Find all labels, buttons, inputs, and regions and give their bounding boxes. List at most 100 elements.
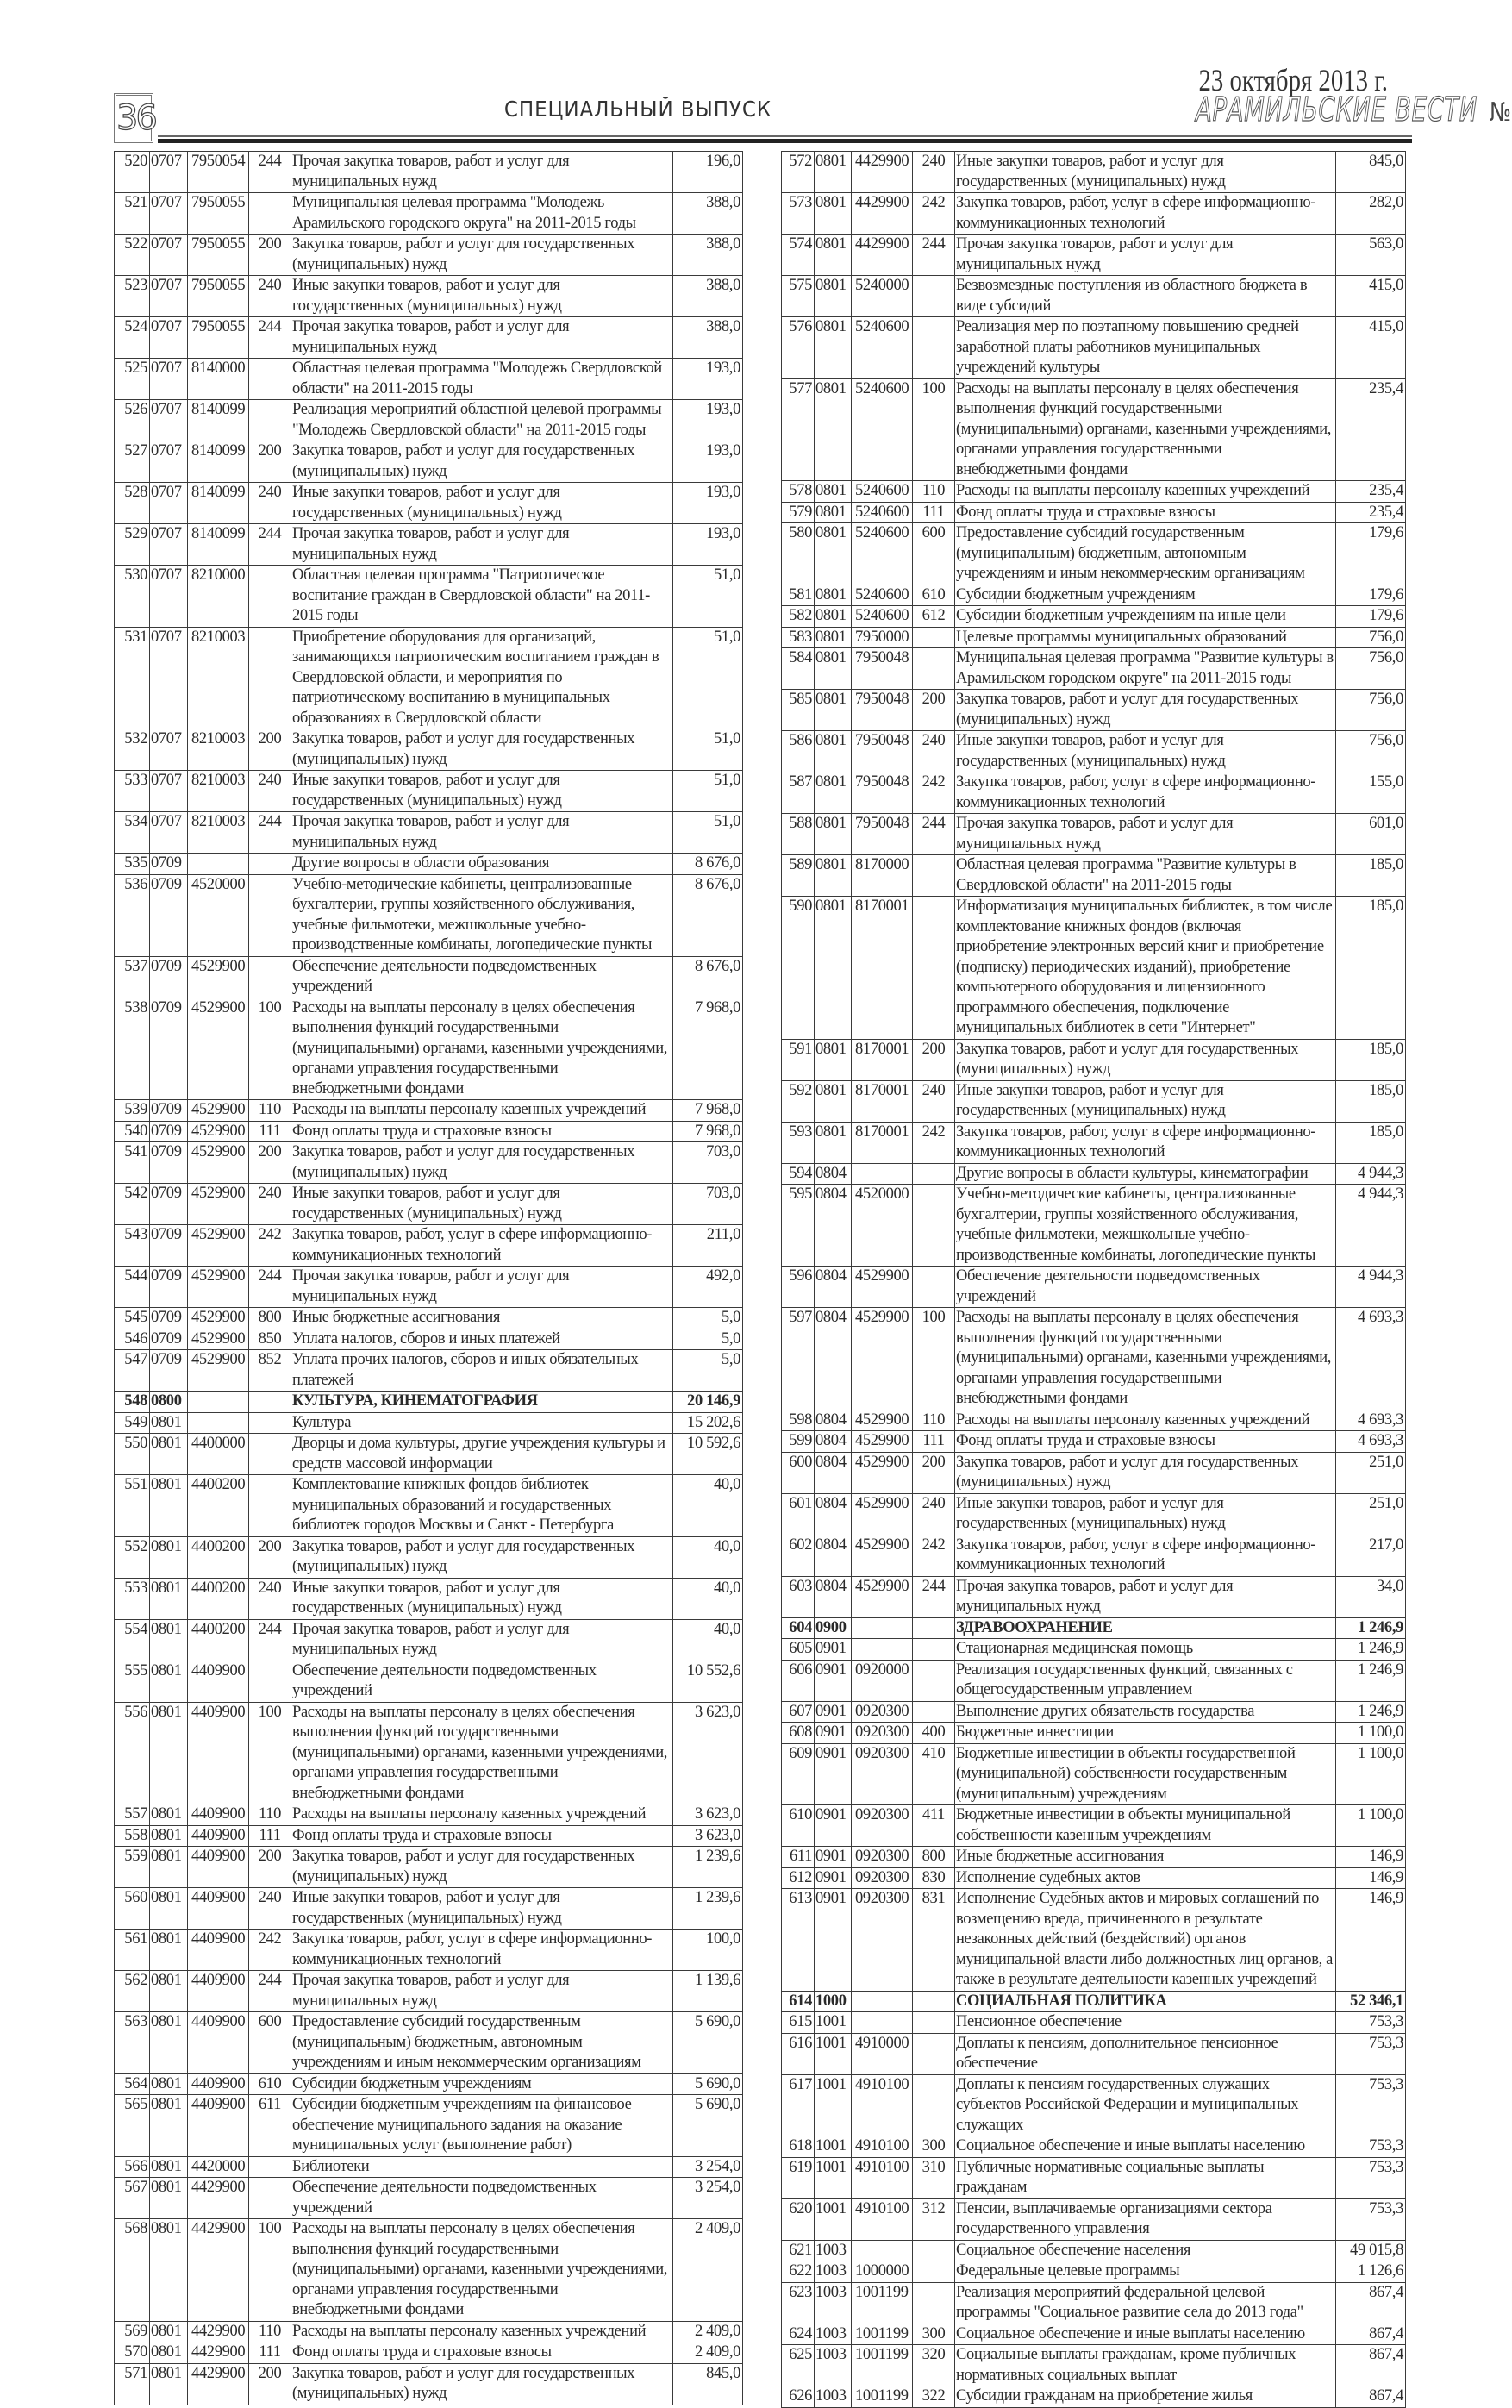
expense-type-code xyxy=(912,1990,955,2012)
target-article-code: 0920300 xyxy=(851,1722,913,1744)
section-code: 0901 xyxy=(814,1700,852,1723)
row-description: Обеспечение деятельности подведомственны… xyxy=(291,2177,673,2219)
row-number: 523 xyxy=(114,275,150,317)
row-number: 531 xyxy=(114,626,150,729)
table-row: 559 0801 4409900 200 Закупка товаров, работ … xyxy=(114,1846,743,1888)
expense-type-code: 850 xyxy=(248,1328,291,1350)
table-row: 526 0707 8140099 Реализация мероприятий обл… xyxy=(114,399,743,441)
row-number: 605 xyxy=(781,1638,815,1661)
row-amount: 4 693,3 xyxy=(1335,1430,1406,1453)
section-code: 0801 xyxy=(149,2342,188,2364)
expense-type-code: 111 xyxy=(248,1120,291,1142)
expense-type-code: 244 xyxy=(912,234,955,276)
table-row: 530 0707 8210000 Областная целевая программ… xyxy=(114,565,743,628)
target-article-code: 4409900 xyxy=(187,1846,249,1888)
section-code: 0709 xyxy=(149,1183,188,1225)
row-number: 537 xyxy=(114,955,150,998)
table-row: 620 1001 4910100 312 Пенсии, выплачиваемые о… xyxy=(781,2198,1406,2241)
row-amount: 1 100,0 xyxy=(1335,1804,1406,1847)
expense-type-code: 244 xyxy=(248,151,291,193)
row-number: 601 xyxy=(781,1492,815,1535)
target-article-code: 4529900 xyxy=(851,1266,913,1308)
row-number: 584 xyxy=(781,647,815,690)
expense-type-code: 200 xyxy=(248,1141,291,1184)
expense-type-code: 100 xyxy=(248,2218,291,2322)
row-description: Фонд оплаты труда и страховые взносы xyxy=(291,1120,673,1142)
target-article-code: 4400200 xyxy=(187,1535,249,1579)
section-code: 0901 xyxy=(814,1846,852,1868)
expense-type-code: 240 xyxy=(912,1492,955,1535)
row-description: Прочая закупка товаров, работ и услуг дл… xyxy=(291,1618,673,1661)
table-row: 600 0804 4529900 200 Закупка товаров, работ … xyxy=(781,1451,1406,1494)
target-article-code: 0920300 xyxy=(851,1867,913,1889)
target-article-code xyxy=(851,1638,913,1661)
expense-type-code: 242 xyxy=(912,1121,955,1164)
row-number: 554 xyxy=(114,1618,150,1661)
expense-type-code: 312 xyxy=(912,2198,955,2241)
target-article-code: 5240600 xyxy=(851,480,913,503)
table-row: 570 0801 4429900 111 Фонд оплаты труда и стр… xyxy=(114,2342,743,2364)
target-article-code: 4520000 xyxy=(187,873,249,957)
expense-type-code: 240 xyxy=(912,151,955,193)
table-row: 562 0801 4409900 244 Прочая закупка товаров,… xyxy=(114,1970,743,2012)
row-number: 560 xyxy=(114,1887,150,1930)
expense-type-code: 240 xyxy=(248,275,291,317)
row-amount: 703,0 xyxy=(672,1141,743,1184)
row-amount: 867,4 xyxy=(1335,2323,1406,2345)
table-row: 528 0707 8140099 240 Иные закупки товаров, р… xyxy=(114,482,743,524)
row-description: Фонд оплаты труда и страховые взносы xyxy=(954,501,1336,523)
row-description: Субсидии бюджетным учреждениям на финанс… xyxy=(291,2094,673,2157)
row-number: 556 xyxy=(114,1701,150,1804)
row-amount: 7 968,0 xyxy=(672,1120,743,1142)
expense-type-code xyxy=(912,1700,955,1723)
row-amount: 867,4 xyxy=(1335,2281,1406,2324)
row-description: Закупка товаров, работ, услуг в сфере ин… xyxy=(291,1929,673,1971)
row-amount: 3 623,0 xyxy=(672,1804,743,1826)
table-row: 544 0709 4529900 244 Прочая закупка товаров,… xyxy=(114,1266,743,1308)
table-row: 545 0709 4529900 800 Иные бюджетные ассигнов… xyxy=(114,1307,743,1329)
expense-type-code: 242 xyxy=(248,1224,291,1267)
row-number: 520 xyxy=(114,151,150,193)
target-article-code: 1001199 xyxy=(851,2281,913,2324)
section-code: 0707 xyxy=(149,729,188,771)
row-description: Субсидии гражданам на приобретение жилья xyxy=(954,2386,1336,2408)
section-code: 0901 xyxy=(814,1888,852,1992)
row-number: 598 xyxy=(781,1409,815,1431)
row-number: 572 xyxy=(781,151,815,193)
target-article-code: 4429900 xyxy=(187,2320,249,2342)
row-number: 610 xyxy=(781,1804,815,1847)
section-code: 0801 xyxy=(814,647,852,690)
table-row: 614 1000 СОЦИАЛЬНАЯ ПОЛИТИКА 52 346,1 xyxy=(781,1990,1406,2012)
row-description: Комплектование книжных фондов библиотек … xyxy=(291,1474,673,1537)
target-article-code: 4429900 xyxy=(187,2342,249,2364)
row-description: Закупка товаров, работ и услуг для госуд… xyxy=(291,1141,673,1184)
target-article-code: 4529900 xyxy=(187,955,249,998)
target-article-code: 4529900 xyxy=(187,1141,249,1184)
target-article-code xyxy=(851,2239,913,2261)
target-article-code: 7950048 xyxy=(851,689,913,731)
section-code: 0804 xyxy=(814,1266,852,1308)
row-number: 625 xyxy=(781,2344,815,2386)
row-description: Расходы на выплаты персоналу в целях обе… xyxy=(291,2218,673,2322)
section-code: 0804 xyxy=(814,1451,852,1494)
row-amount: 753,3 xyxy=(1335,2073,1406,2136)
row-description: Закупка товаров, работ и услуг для госуд… xyxy=(291,441,673,483)
table-row: 571 0801 4429900 200 Закупка товаров, работ … xyxy=(114,2362,743,2405)
section-code: 0901 xyxy=(814,1867,852,1889)
section-code: 0709 xyxy=(149,1141,188,1184)
row-number: 595 xyxy=(781,1184,815,1267)
section-code: 0707 xyxy=(149,275,188,317)
section-code: 1001 xyxy=(814,2011,852,2034)
section-code: 0707 xyxy=(149,234,188,276)
row-description: Закупка товаров, работ, услуг в сфере ин… xyxy=(954,1121,1336,1164)
table-row: 561 0801 4409900 242 Закупка товаров, работ,… xyxy=(114,1929,743,1971)
section-code: 0801 xyxy=(149,1535,188,1579)
row-number: 555 xyxy=(114,1660,150,1703)
section-code: 0801 xyxy=(149,1970,188,2012)
table-row: 619 1001 4910100 310 Публичные нормативные с… xyxy=(781,2156,1406,2199)
row-description: Закупка товаров, работ и услуг для госуд… xyxy=(954,1451,1336,1494)
target-article-code: 8140099 xyxy=(187,523,249,566)
row-description: Иные закупки товаров, работ и услуг для … xyxy=(291,1887,673,1930)
expense-type-code xyxy=(248,873,291,957)
row-description: ЗДРАВООХРАНЕНИЕ xyxy=(954,1617,1336,1639)
